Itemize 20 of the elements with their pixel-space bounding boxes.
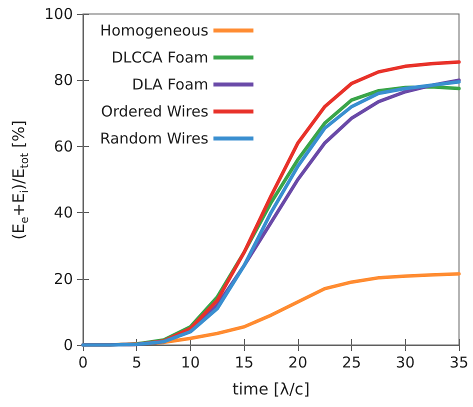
x-tick-label: 25	[342, 354, 362, 372]
y-tick-label: 100	[44, 5, 73, 23]
legend-label: Ordered Wires	[101, 102, 209, 120]
y-tick-label: 60	[54, 137, 73, 156]
x-tick-label: 20	[288, 354, 308, 372]
x-tick-label: 15	[234, 354, 254, 372]
y-tick-label: 0	[63, 336, 73, 354]
legend-label: Random Wires	[100, 130, 209, 148]
y-tick-label: 80	[54, 71, 73, 90]
x-tick-label: 30	[396, 354, 415, 372]
legend-label: Homogeneous	[100, 22, 209, 40]
x-tick-label: 5	[132, 354, 142, 372]
x-tick-label: 10	[180, 354, 200, 372]
legend-label: DLA Foam	[132, 76, 208, 94]
x-axis-title: time [λ/c]	[232, 380, 310, 398]
y-tick-label: 40	[54, 204, 73, 222]
y-tick-label: 20	[54, 270, 73, 288]
x-tick-label: 0	[78, 354, 88, 372]
legend-label: DLCCA Foam	[111, 48, 208, 66]
x-tick-label: 35	[449, 354, 469, 372]
